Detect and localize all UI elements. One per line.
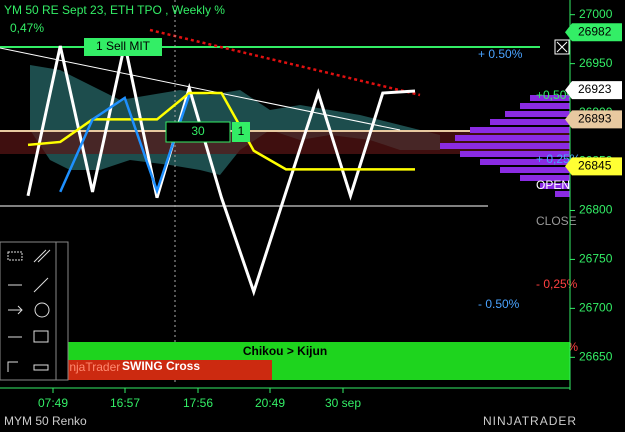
- count: 1: [238, 124, 245, 138]
- x-tick-label: 16:57: [110, 396, 140, 410]
- x-tick-label: 20:49: [255, 396, 285, 410]
- tool[interactable]: [33, 330, 49, 343]
- signal-text: Chikou > Kijun: [243, 344, 327, 358]
- series-line: [59, 94, 191, 195]
- price-marker-label: 26845: [578, 159, 612, 173]
- pct-label: - 0,25%: [536, 277, 578, 291]
- title: YM 50 RE Sept 23, ETH TPO , Weekly %: [4, 3, 225, 17]
- watermark: NinjaTrader: [58, 360, 120, 374]
- y-tick-label: 26700: [579, 301, 613, 315]
- quantity: 30: [191, 124, 205, 138]
- count-box[interactable]: [232, 122, 250, 142]
- price-marker: [565, 23, 622, 42]
- close-icon: [556, 41, 568, 53]
- brand: NINJATRADER: [483, 414, 577, 428]
- series-line: [26, 43, 416, 297]
- swing-text: SWING Cross: [122, 359, 200, 373]
- x-tick-label: 30 sep: [325, 396, 361, 410]
- zone: [0, 130, 570, 154]
- y-tick-label: 26950: [579, 56, 613, 70]
- quantity-box[interactable]: [165, 121, 231, 143]
- x-tick-label: 17:56: [183, 396, 213, 410]
- price-marker-label: 26893: [578, 112, 612, 126]
- tool[interactable]: [34, 302, 50, 318]
- price-marker: [565, 81, 622, 100]
- order-label-box[interactable]: [84, 38, 162, 56]
- swing-bar: [55, 360, 272, 380]
- volume-profile: [440, 95, 570, 197]
- pct-label: - 0.50%: [478, 297, 520, 311]
- x-tick-label: 07:49: [38, 396, 68, 410]
- trend-line: [0, 47, 401, 131]
- y-tick-label: 27000: [579, 7, 613, 21]
- price-marker-label: 26923: [578, 82, 612, 96]
- y-tick-label: 26800: [579, 203, 613, 217]
- price-marker: [565, 157, 622, 176]
- tool[interactable]: [7, 361, 18, 372]
- price-marker: [565, 110, 622, 129]
- tool[interactable]: [8, 305, 23, 315]
- y-tick-label: 26650: [579, 349, 613, 363]
- pct-label: + 0.50%: [478, 47, 523, 61]
- tool[interactable]: [33, 277, 49, 293]
- close-order[interactable]: [554, 39, 570, 55]
- drawing-tools: [0, 241, 69, 381]
- instrument: MYM 50 Renko: [4, 414, 87, 428]
- open-label: OPEN: [536, 178, 570, 192]
- order-label: 1 Sell MIT: [96, 39, 151, 53]
- tool[interactable]: [7, 251, 23, 261]
- tool[interactable]: [33, 364, 49, 371]
- trend-line-red: [149, 28, 421, 97]
- close-label: CLOSE: [536, 214, 577, 228]
- y-tick-label: 26750: [579, 252, 613, 266]
- change: 0,47%: [10, 21, 44, 35]
- price-marker-label: 26982: [578, 24, 612, 38]
- tool[interactable]: [33, 249, 51, 263]
